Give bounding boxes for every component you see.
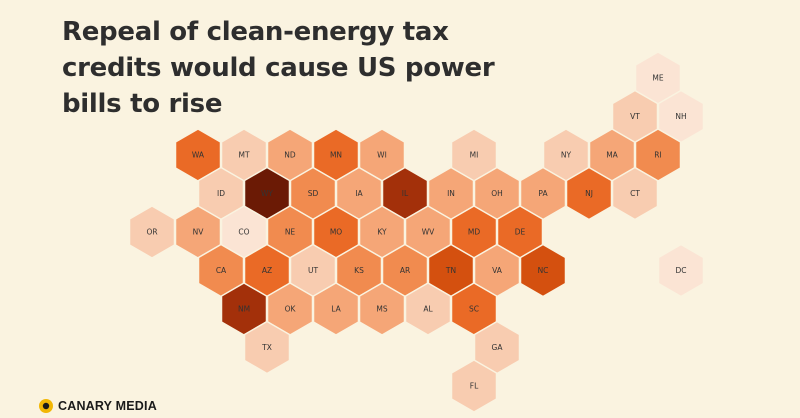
state-tile-fl: FL [450,359,498,413]
state-label: KY [377,228,387,237]
canary-media-logo: CANARY MEDIA [38,395,157,417]
state-label: WA [192,151,205,160]
state-label: VA [492,266,503,275]
state-label: LA [331,305,341,314]
state-label: MO [330,228,342,237]
state-label: AZ [262,266,272,275]
state-label: OH [491,189,503,198]
state-label: NE [285,228,296,237]
state-tile-ms: MS [358,282,406,336]
state-label: ND [284,151,296,160]
state-label: ME [652,74,663,83]
state-label: MA [606,151,618,160]
state-label: UT [308,266,318,275]
state-label: IL [402,189,409,198]
state-tile-al: AL [404,282,452,336]
state-label: TN [445,266,456,275]
state-label: OR [146,228,157,237]
state-label: CT [630,189,640,198]
state-label: MI [470,151,479,160]
state-label: IN [447,189,455,198]
state-tile-nj: NJ [565,166,613,221]
state-hex [565,166,613,221]
state-label: WI [377,151,387,160]
state-label: IA [355,189,363,198]
state-tile-tx: TX [243,320,291,375]
state-label: KS [354,266,364,275]
state-label: MT [238,151,249,160]
state-label: TX [261,343,272,352]
state-label: ID [217,189,225,198]
state-label: OK [285,305,297,314]
state-hex [358,282,406,336]
state-tile-nc: NC [519,243,567,298]
logo-text: CANARY MEDIA [58,399,157,413]
state-label: WY [261,189,273,198]
state-tile-ct: CT [611,166,659,221]
state-tile-or: OR [128,205,176,259]
state-hex [611,166,659,221]
state-label: NM [238,305,250,314]
state-hex [657,243,705,298]
state-label: AR [400,266,410,275]
state-label: NY [561,151,572,160]
state-label: NV [193,228,205,237]
state-label: DC [675,266,686,275]
state-hex [243,320,291,375]
state-tile-la: LA [312,282,360,336]
sun-logo-icon [39,399,53,413]
state-label: PA [538,189,548,198]
state-hex [519,243,567,298]
state-label: AL [423,305,433,314]
state-label: NC [538,266,549,275]
state-tile-dc: DC [657,243,705,298]
state-hex [312,282,360,336]
state-label: NJ [585,189,593,198]
state-label: MN [330,151,342,160]
state-label: FL [470,382,479,391]
state-label: DE [515,228,526,237]
state-hex [450,359,498,413]
state-hex [404,282,452,336]
state-label: VT [630,112,640,121]
state-label: SC [469,305,479,314]
state-label: CO [238,228,249,237]
state-label: WV [422,228,435,237]
state-label: SD [308,189,319,198]
state-label: NH [675,112,686,121]
state-hex [128,205,176,259]
chart-title: Repeal of clean-energy tax credits would… [62,17,495,119]
state-label: GA [492,343,504,352]
state-label: MD [468,228,480,237]
state-label: MS [376,305,387,314]
state-label: RI [654,151,661,160]
state-label: CA [216,266,227,275]
